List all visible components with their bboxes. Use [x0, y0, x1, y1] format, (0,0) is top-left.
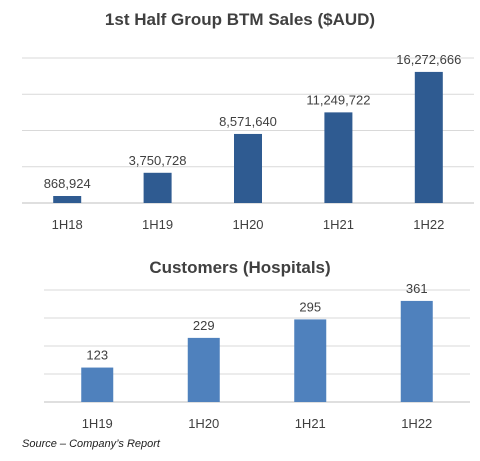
bar-1h21 [324, 112, 353, 203]
source-note: Source – Company’s Report [22, 438, 160, 450]
x-tick-label: 1H21 [295, 416, 326, 431]
bar-1h20 [187, 337, 220, 402]
data-label: 361 [406, 281, 428, 296]
data-label: 11,249,722 [306, 92, 370, 107]
bar-1h22 [400, 300, 433, 402]
x-tick-label: 1H18 [52, 217, 83, 232]
bar-1h22 [414, 71, 443, 203]
x-tick-label: 1H20 [188, 416, 219, 431]
bar-1h18 [53, 196, 82, 203]
bar-1h19 [81, 367, 114, 402]
x-tick-label: 1H19 [142, 217, 173, 232]
data-label: 8,571,640 [219, 114, 277, 129]
x-tick-label: 1H22 [401, 416, 432, 431]
data-label: 229 [193, 318, 215, 333]
sales-bar-chart: 868,924 1H18 3,750,728 1H19 8,571,640 1H20 11,… [22, 52, 474, 232]
data-label: 295 [299, 299, 321, 314]
chart-title-customers: Customers (Hospitals) [149, 258, 331, 277]
x-tick-label: 1H22 [413, 217, 444, 232]
data-label: 3,750,728 [129, 153, 187, 168]
data-label: 123 [86, 348, 108, 363]
x-tick-label: 1H21 [323, 217, 354, 232]
bar-1h19 [143, 172, 172, 203]
bar-1h21 [294, 319, 327, 402]
x-tick-label: 1H20 [232, 217, 263, 232]
data-label: 16,272,666 [396, 52, 461, 67]
chart-title-sales: 1st Half Group BTM Sales ($AUD) [104, 10, 376, 29]
bar-1h20 [234, 133, 262, 203]
data-label: 868,924 [44, 176, 91, 191]
x-tick-label: 1H19 [82, 416, 113, 431]
